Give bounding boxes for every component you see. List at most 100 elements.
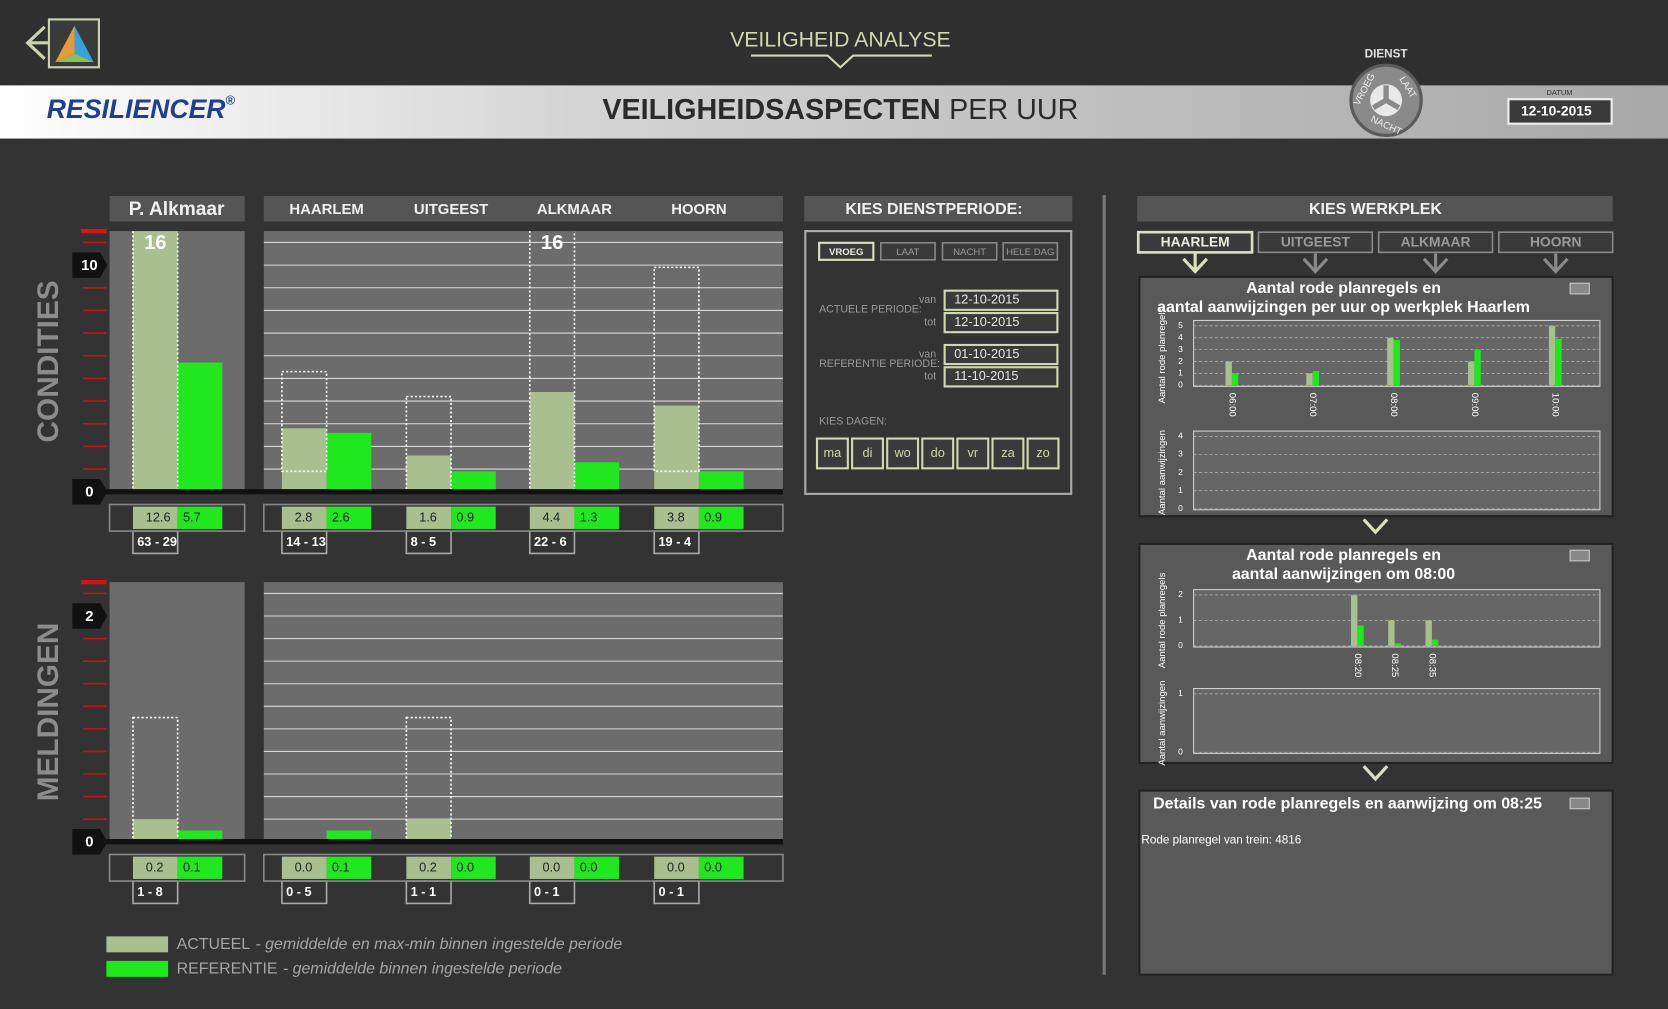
y-tick-label: 2 [1178,467,1183,477]
legend-name: REFERENTIE [177,961,278,978]
day-label[interactable]: zo [1036,445,1049,460]
value-label: 0.0 [667,860,685,875]
day-label[interactable]: ma [824,445,843,460]
x-tick-label: 08:20 [1352,653,1363,677]
range-box [528,231,576,492]
day-button[interactable] [921,437,955,470]
location-label: HOORN [671,202,726,218]
day-button[interactable] [851,437,884,470]
bars [132,716,452,842]
y-tick-label: 1 [1178,688,1183,698]
y-tick-label: 1 [1178,615,1183,625]
datum-label: DATUM [1547,88,1573,97]
date-value[interactable]: 01-10-2015 [954,346,1019,361]
days-label: KIES DAGEN: [819,415,887,427]
value-cell [132,506,178,529]
day-button[interactable] [991,437,1025,470]
y-tick-label: 3 [1178,449,1183,459]
bar [1468,361,1475,386]
chart-title: Aantal rode planregels en [1246,547,1441,564]
y-tick-label: 2 [1178,589,1183,599]
range-label: 22 - 6 [534,534,567,549]
back-button[interactable] [25,18,100,69]
date-caption: van [919,348,936,360]
value-label: 2.6 [332,510,350,525]
bar [1350,594,1358,646]
date-value[interactable]: 12-10-2015 [954,314,1019,329]
date-field[interactable] [943,366,1059,388]
period-button-label[interactable]: HELE DAG [1006,247,1054,258]
value-label: 0.0 [704,860,722,875]
date-value[interactable]: 11-10-2015 [954,368,1018,383]
chevron [1422,257,1449,274]
y-tick-label: 0 [85,835,93,851]
x-tick-label: 08:35 [1426,653,1437,677]
period-button[interactable] [880,242,936,261]
minimize-button[interactable] [1569,549,1590,562]
page-title-bold: VEILIGHEIDSASPECTEN [602,93,940,125]
y-axis-label: Aantal aanwijzingen [1157,430,1168,515]
bar-actual [132,819,178,842]
werkplek-tab[interactable] [1377,231,1494,254]
dienst-selector[interactable]: VROEG LAAT NACHT [1349,63,1423,138]
day-button[interactable] [815,437,849,470]
value-cell [132,856,178,879]
werkplek-tab-label[interactable]: HAARLEM [1161,233,1230,249]
datum-field[interactable] [1507,98,1613,125]
period-button[interactable] [818,241,875,261]
bar-actual [406,455,452,492]
bar [1231,373,1239,386]
legend-description: - gemiddelde binnen ingestelde periode [283,961,562,978]
period-button[interactable] [1002,242,1059,261]
day-button[interactable] [1026,437,1060,470]
page-title-rest: PER UUR [949,93,1078,125]
location-header [263,196,783,222]
range-box [132,716,179,842]
werkplek-tab-label[interactable]: HOORN [1530,233,1581,249]
value-label: 1.6 [419,510,437,525]
day-label[interactable]: vr [968,445,979,460]
day-label[interactable]: do [931,445,945,460]
period-button-label[interactable]: NACHT [953,247,986,258]
day-label[interactable]: za [1001,445,1015,460]
value-label: 0.9 [704,510,722,525]
minimize-button[interactable] [1569,282,1590,295]
y-axis-label: Aantal rode planregels [1157,308,1168,404]
werkplek-tab[interactable] [1136,230,1254,254]
day-button[interactable] [886,437,920,470]
bar-reference [451,471,496,492]
legend-entry: REFERENTIE - gemiddelde binnen ingestelde… [177,961,563,978]
day-button[interactable] [956,437,990,470]
value-cell [177,856,223,879]
minimize-button[interactable] [1569,797,1590,810]
day-label[interactable]: wo [893,445,910,460]
werkplek-tab[interactable] [1257,231,1374,254]
date-field[interactable] [943,343,1059,366]
y-tick-label: 2 [85,609,93,625]
date-caption: van [919,294,936,306]
period-button[interactable] [941,242,998,261]
date-field[interactable] [943,311,1059,334]
chevron [1362,518,1389,535]
value-cell [574,856,620,879]
range-label: 0 - 1 [534,884,560,899]
period-button-label[interactable]: VROEG [829,247,864,258]
y-tick-label: 5 [1178,320,1183,330]
details-panel [1138,789,1614,976]
datum-value[interactable]: 12-10-2015 [1521,103,1592,119]
plot-area [1193,430,1601,511]
werkplek-tab-label[interactable]: ALKMAAR [1401,233,1471,249]
x-tick-label: 09:00 [1469,393,1480,417]
werkplek-tab[interactable] [1498,231,1614,254]
range-box [653,266,700,473]
date-value[interactable]: 12-10-2015 [954,292,1019,307]
value-row [263,853,784,882]
period-button-label[interactable]: LAAT [896,247,919,258]
date-field[interactable] [943,289,1059,311]
legend-entry: ACTUEEL - gemiddelde en max-min binnen in… [177,936,623,953]
value-label: 2.8 [295,510,313,525]
chevron [1182,257,1209,274]
value-label: 0.2 [419,860,437,875]
werkplek-tab-label[interactable]: UITGEEST [1281,233,1351,249]
day-label[interactable]: di [863,445,873,460]
